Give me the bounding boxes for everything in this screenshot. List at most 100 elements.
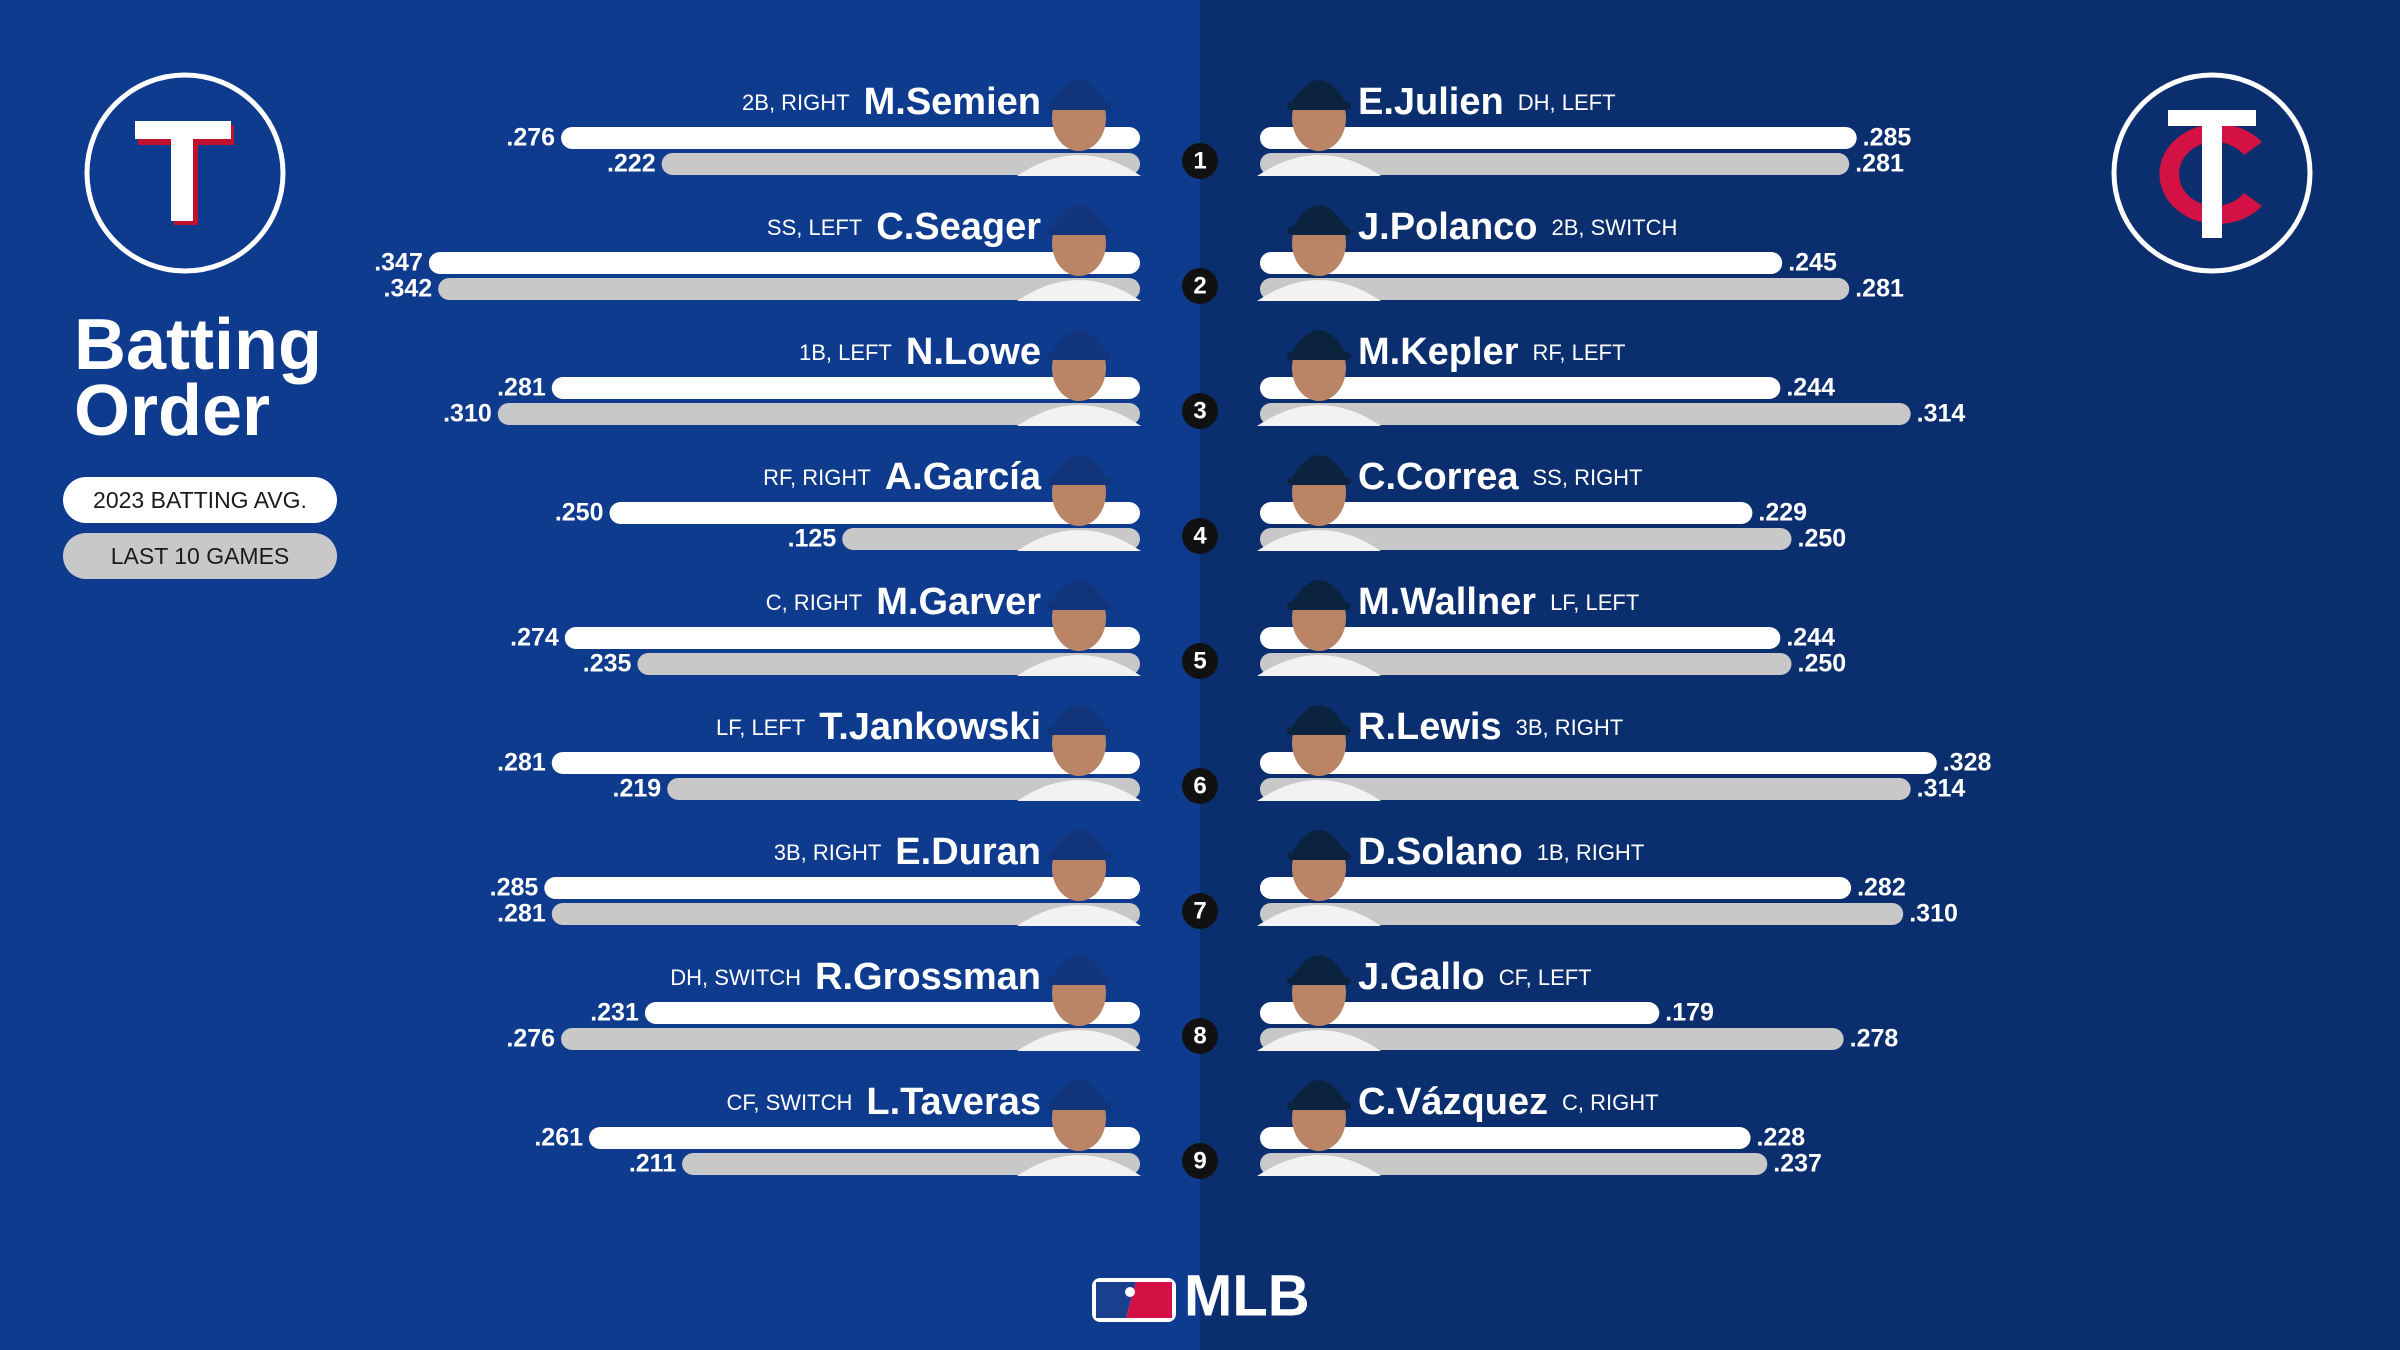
jersey [1017, 405, 1141, 426]
twins-logo [2111, 72, 2313, 274]
position: 1B, RIGHT [1537, 840, 1645, 865]
slot-badge [1182, 643, 1218, 679]
jersey [1257, 1155, 1381, 1176]
cap [1050, 80, 1108, 106]
avg-label: .222 [607, 150, 656, 178]
player-photo [1257, 1080, 1381, 1176]
title: Batting Order [74, 305, 322, 451]
position: CF, SWITCH [726, 1090, 852, 1115]
avg-bar [497, 403, 1140, 425]
avg-bar [551, 752, 1140, 774]
player-photo [1257, 455, 1381, 551]
avg-label: .237 [1773, 1150, 1822, 1178]
player-label: DH, SWITCH R.Grossman [670, 956, 1041, 998]
cap-bill [1287, 852, 1351, 860]
avg-bar [1260, 528, 1792, 550]
avg-bar [1260, 1153, 1768, 1175]
player-photo [1017, 830, 1141, 926]
slot-badge [1182, 518, 1218, 554]
player-name: R.Grossman [815, 956, 1041, 998]
slot-number: 4 [1193, 522, 1207, 549]
position: LF, LEFT [716, 715, 805, 740]
avg-bar [1260, 1028, 1844, 1050]
avg-bar [1260, 627, 1781, 649]
position: RF, LEFT [1532, 340, 1625, 365]
cap [1290, 455, 1348, 481]
avg-bar [1260, 1127, 1751, 1149]
cap-bill [1047, 352, 1111, 360]
slot-badge [1182, 393, 1218, 429]
avg-label: .211 [629, 1150, 676, 1178]
avg-label: .179 [1665, 999, 1714, 1027]
avg-label: .347 [374, 249, 423, 277]
cap [1290, 580, 1348, 606]
player-name: J.Gallo [1358, 956, 1485, 998]
slot-number: 1 [1193, 147, 1206, 174]
player-label: R.Lewis 3B, RIGHT [1358, 706, 1623, 748]
avg-label: .282 [1857, 874, 1906, 902]
jersey [1257, 1030, 1381, 1051]
avg-bar [551, 377, 1140, 399]
player-photo [1017, 580, 1141, 676]
player-photo [1257, 580, 1381, 676]
player-name: C.Vázquez [1358, 1081, 1548, 1123]
slot-badge [1182, 768, 1218, 804]
slot-badge [1182, 1143, 1218, 1179]
jersey [1017, 155, 1141, 176]
position: SS, RIGHT [1533, 465, 1643, 490]
position: 1B, LEFT [799, 340, 892, 365]
avg-label: .310 [1909, 900, 1958, 928]
cap [1290, 1080, 1348, 1106]
jersey [1017, 905, 1141, 926]
player-label: 1B, LEFT N.Lowe [799, 331, 1041, 373]
player-name: M.Semien [864, 81, 1041, 123]
player-photo [1017, 205, 1141, 301]
slot-number: 7 [1193, 897, 1206, 924]
cap-bill [1287, 1102, 1351, 1110]
player-photo [1017, 955, 1141, 1051]
cap-bill [1287, 977, 1351, 985]
player-photo [1017, 1080, 1141, 1176]
player-photo [1257, 80, 1381, 176]
cap [1050, 955, 1108, 981]
player-name: A.García [885, 456, 1042, 498]
position: DH, SWITCH [670, 965, 801, 990]
player-name: L.Taveras [866, 1081, 1041, 1123]
jersey [1257, 655, 1381, 676]
avg-label: .281 [1855, 275, 1904, 303]
player-name: E.Duran [895, 831, 1041, 873]
player-label: 2B, RIGHT M.Semien [742, 81, 1041, 123]
jersey [1017, 1030, 1141, 1051]
avg-bar [564, 627, 1140, 649]
player-label: C.Vázquez C, RIGHT [1358, 1081, 1659, 1123]
avg-bar [1260, 1002, 1660, 1024]
avg-bar [1260, 153, 1850, 175]
mlb-logo [1092, 1278, 1176, 1322]
slot-badge [1182, 268, 1218, 304]
player-label: RF, RIGHT A.García [763, 456, 1042, 498]
position: CF, LEFT [1499, 965, 1592, 990]
position: DH, LEFT [1518, 90, 1616, 115]
avg-bar [561, 1028, 1140, 1050]
avg-label: .235 [583, 650, 632, 678]
jersey [1017, 780, 1141, 801]
player-photo [1017, 455, 1141, 551]
avg-bar [609, 502, 1140, 524]
player-name: C.Correa [1358, 456, 1519, 498]
avg-bar [1260, 752, 1937, 774]
slot-number: 5 [1193, 647, 1206, 674]
cap [1050, 830, 1108, 856]
avg-bar [1260, 278, 1850, 300]
player-label: 3B, RIGHT E.Duran [774, 831, 1041, 873]
slot-number: 8 [1193, 1022, 1206, 1049]
avg-label: .219 [613, 775, 662, 803]
jersey [1257, 905, 1381, 926]
jersey [1017, 655, 1141, 676]
position: 3B, RIGHT [1516, 715, 1624, 740]
position: SS, LEFT [767, 215, 862, 240]
avg-label: .285 [1863, 124, 1912, 152]
cap [1290, 330, 1348, 356]
player-photo [1017, 330, 1141, 426]
avg-label: .274 [510, 624, 559, 652]
